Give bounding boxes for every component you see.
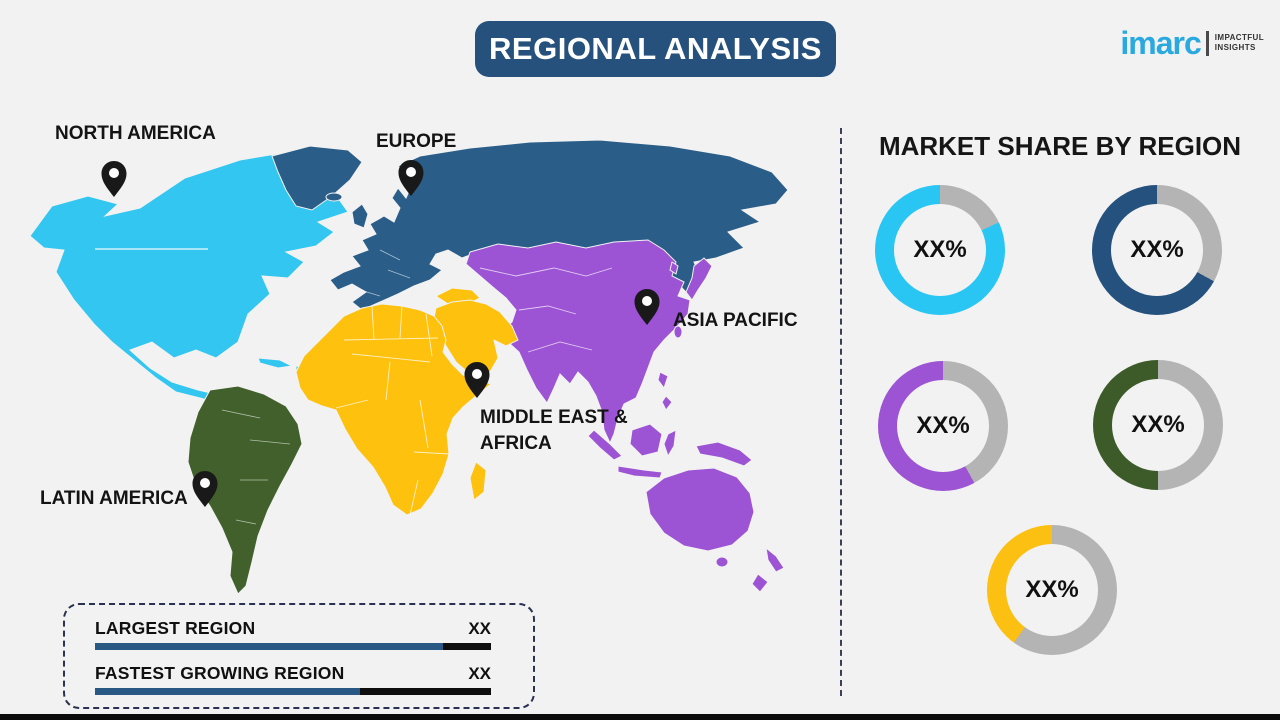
donut-chart-asia-pacific: XX% xyxy=(878,361,1008,491)
legend-value: XX xyxy=(468,619,491,638)
legend-bar-track xyxy=(95,643,491,650)
map-pin-asia-pacific-icon xyxy=(634,289,660,325)
donut-chart-europe: XX% xyxy=(1092,185,1222,315)
legend-row-fastest-growing-region: FASTEST GROWING REGION XX xyxy=(95,663,491,695)
page-title-banner: REGIONAL ANALYSIS xyxy=(475,21,836,77)
logo-tagline: IMPACTFUL INSIGHTS xyxy=(1214,32,1264,52)
donut-value: XX% xyxy=(1025,576,1079,603)
label-middle-east-africa: MIDDLE EAST & AFRICA xyxy=(480,407,628,454)
imarc-wordmark: imarc xyxy=(1120,25,1201,61)
donut-chart-middle-east-africa: XX% xyxy=(987,525,1117,655)
donut-value: XX% xyxy=(1130,236,1184,263)
market-share-title: MARKET SHARE BY REGION xyxy=(878,131,1242,161)
legend-label: LARGEST REGION xyxy=(95,618,256,638)
bottom-accent-strip xyxy=(0,714,1280,720)
imarc-logo: imarc IMPACTFUL INSIGHTS xyxy=(1120,27,1264,59)
legend-row-largest-region: LARGEST REGION XX xyxy=(95,618,491,650)
map-pin-north-america-icon xyxy=(101,161,127,197)
label-latin-america: LATIN AMERICA xyxy=(40,488,188,509)
legend-bar-track xyxy=(95,688,491,695)
label-north-america: NORTH AMERICA xyxy=(55,123,216,144)
section-divider xyxy=(840,128,842,696)
region-latin-america xyxy=(187,385,303,595)
donut-chart-latin-america: XX% xyxy=(1093,360,1223,490)
legend-bar-fill xyxy=(95,643,444,650)
legend-label: FASTEST GROWING REGION xyxy=(95,663,345,683)
donut-value: XX% xyxy=(1131,411,1185,438)
donut-value: XX% xyxy=(916,412,970,439)
region-asia-pacific xyxy=(465,239,785,593)
page-title: REGIONAL ANALYSIS xyxy=(489,31,822,66)
map-pin-latin-america-icon xyxy=(192,471,218,507)
label-europe: EUROPE xyxy=(376,131,457,152)
label-asia-pacific: ASIA PACIFIC xyxy=(673,310,798,331)
world-map xyxy=(29,139,789,595)
map-pin-middle-east-africa-icon xyxy=(464,362,490,398)
map-pin-europe-icon xyxy=(398,160,424,196)
donut-chart-north-america: XX% xyxy=(875,185,1005,315)
donut-value: XX% xyxy=(913,236,967,263)
region-middle-east-africa xyxy=(295,287,519,516)
legend-value: XX xyxy=(468,664,491,683)
region-legend-box: LARGEST REGION XX FASTEST GROWING REGION… xyxy=(63,603,535,709)
legend-bar-fill xyxy=(95,688,361,695)
logo-divider-bar xyxy=(1205,30,1209,56)
